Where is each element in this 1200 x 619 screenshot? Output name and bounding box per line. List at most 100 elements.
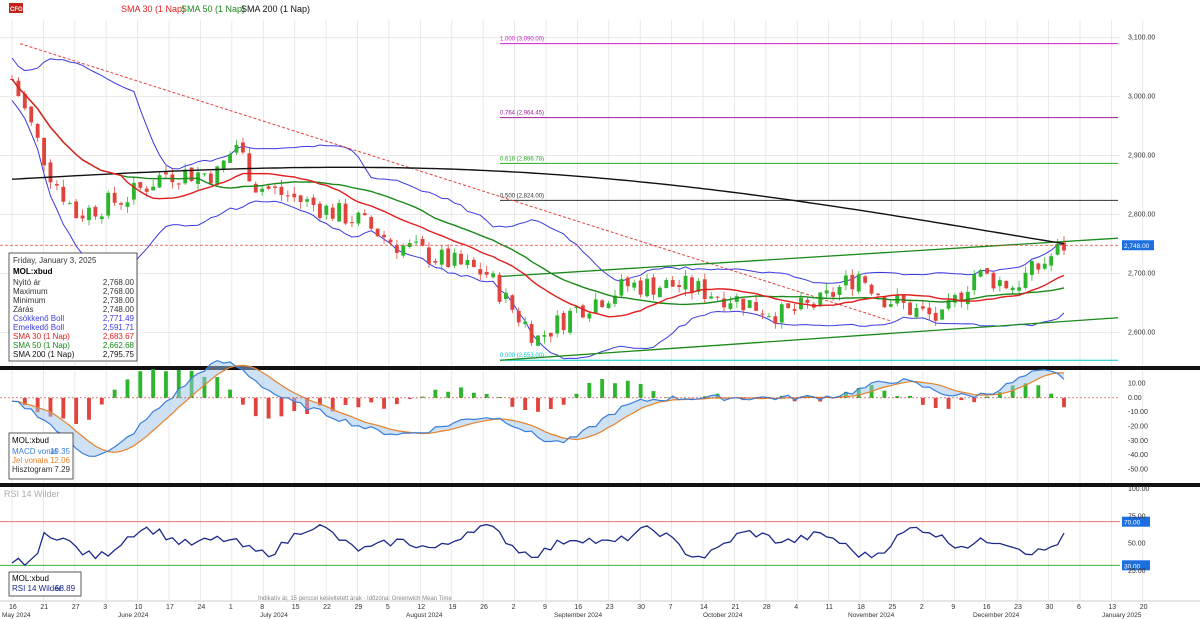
- candle-body: [767, 316, 771, 318]
- candle-body: [48, 162, 53, 183]
- candle-body: [991, 272, 996, 289]
- candle-body: [362, 213, 367, 216]
- axis-tick-label: 2,800.00: [1128, 212, 1155, 219]
- downtrend-line: [19, 43, 891, 322]
- x-tick-label: 23: [606, 604, 614, 611]
- macd-hist-bar: [651, 391, 656, 398]
- candle-body: [959, 292, 964, 302]
- panel-separator-2[interactable]: [0, 483, 1200, 487]
- macd-lines: [0, 359, 1120, 457]
- candle-body: [311, 197, 316, 205]
- x-month-label: August 2024: [406, 612, 443, 619]
- x-tick-label: 23: [1014, 604, 1022, 611]
- x-tick-label: 17: [166, 604, 174, 611]
- candle-body: [818, 292, 823, 306]
- candle-body: [747, 300, 752, 309]
- macd-hist-bar: [1010, 385, 1015, 398]
- x-tick-label: 30: [637, 604, 645, 611]
- macd-hist-bar: [471, 392, 476, 398]
- candle-body: [106, 192, 111, 216]
- x-tick-label: 14: [700, 604, 708, 611]
- macd-hist-bar: [176, 369, 181, 398]
- rsi-info-symbol: MOL:xbud: [12, 574, 49, 583]
- candle-body: [529, 324, 534, 343]
- candle-body: [843, 275, 848, 286]
- rsi-panel[interactable]: 70.00 30.00 100.00 75.00 50.00 25.00 RSI 14 …: [0, 486, 1150, 575]
- candle-body: [208, 173, 213, 184]
- candle-body: [978, 270, 983, 277]
- candle-body: [901, 295, 906, 303]
- macd-info-label: Hisztogram: [12, 465, 53, 474]
- x-tick-label: 6: [1077, 604, 1081, 611]
- axis-tick-label: 10.00: [1128, 380, 1146, 387]
- x-tick-label: 21: [40, 604, 48, 611]
- macd-hist-bar: [74, 397, 79, 424]
- info-row-value: 2,768.00: [103, 287, 135, 296]
- candle-body: [394, 245, 399, 253]
- macd-hist-bar: [164, 371, 168, 398]
- candle-body: [93, 206, 98, 217]
- macd-info-bg: [8, 432, 74, 480]
- axis-tick-label: -30.00: [1128, 438, 1148, 445]
- price-panel[interactable]: 0.000 (2,553.00) 0.500 (2,824.00) 0.618 (2…: [0, 35, 1155, 361]
- axis-tick-label: 25.00: [1128, 568, 1146, 575]
- panel-separator-1[interactable]: [0, 366, 1200, 370]
- candle-body: [651, 277, 656, 295]
- info-box-bg: [8, 252, 138, 362]
- candle-body: [1055, 243, 1060, 255]
- x-tick-label: 16: [983, 604, 991, 611]
- info-row-label: SMA 30 (1 Nap): [13, 332, 70, 341]
- macd-hist-bar: [920, 397, 925, 405]
- x-tick-label: 1: [229, 604, 233, 611]
- candle-body: [760, 313, 765, 315]
- macd-hist-bar: [330, 397, 335, 412]
- candle-body: [510, 295, 515, 310]
- axis-tick-label: 2,900.00: [1128, 153, 1155, 160]
- macd-hist-bar: [279, 397, 284, 417]
- channel-lower: [499, 317, 1119, 361]
- macd-hist-bar: [997, 392, 1002, 398]
- candle-body: [670, 280, 675, 287]
- moving-averages: [11, 78, 1065, 318]
- candle-body: [164, 172, 168, 175]
- macd-hist-bar: [972, 397, 977, 403]
- x-tick-label: 3: [103, 604, 107, 611]
- candle-body: [946, 300, 951, 309]
- candle-body: [1004, 281, 1009, 289]
- macd-hist-bar: [1036, 385, 1041, 398]
- candle-body: [337, 203, 342, 222]
- candle-body: [837, 286, 842, 295]
- macd-hist-bar: [1023, 383, 1028, 398]
- axis-tick-label: 3,000.00: [1128, 94, 1155, 101]
- axis-tick-label: 3,100.00: [1128, 35, 1155, 42]
- x-tick-label: 22: [323, 604, 331, 611]
- rsi-info-value: 58.89: [55, 584, 76, 593]
- candle-body: [317, 203, 322, 218]
- x-tick-label: 12: [417, 604, 425, 611]
- candle-body: [638, 280, 643, 295]
- x-month-label: September 2024: [554, 612, 602, 619]
- candle-body: [542, 335, 547, 337]
- x-tick-label: 29: [355, 604, 363, 611]
- x-tick-label: 26: [480, 604, 488, 611]
- macd-hist-bar: [215, 377, 220, 398]
- candle-body: [497, 274, 502, 302]
- macd-hist-bar: [625, 380, 630, 398]
- macd-hist-bar: [433, 389, 438, 398]
- x-tick-label: 2: [920, 604, 924, 611]
- macd-hist-bar: [946, 397, 951, 409]
- x-month-label: July 2024: [260, 612, 288, 619]
- macd-hist-bar: [895, 396, 900, 398]
- macd-hist-bar: [484, 393, 489, 398]
- x-tick-label: 7: [669, 604, 673, 611]
- candle-body: [1036, 263, 1041, 270]
- candles: [10, 74, 1066, 347]
- info-row-value: 2,662.68: [103, 341, 135, 350]
- sma50-line: [11, 78, 1065, 306]
- x-tick-label: 9: [951, 604, 955, 611]
- info-row-label: Maximum: [13, 287, 48, 296]
- candle-body: [221, 160, 226, 170]
- macd-panel[interactable]: 10.00 0.00 -10.00 -20.00 -30.00 -40.00 -50.00: [0, 359, 1148, 474]
